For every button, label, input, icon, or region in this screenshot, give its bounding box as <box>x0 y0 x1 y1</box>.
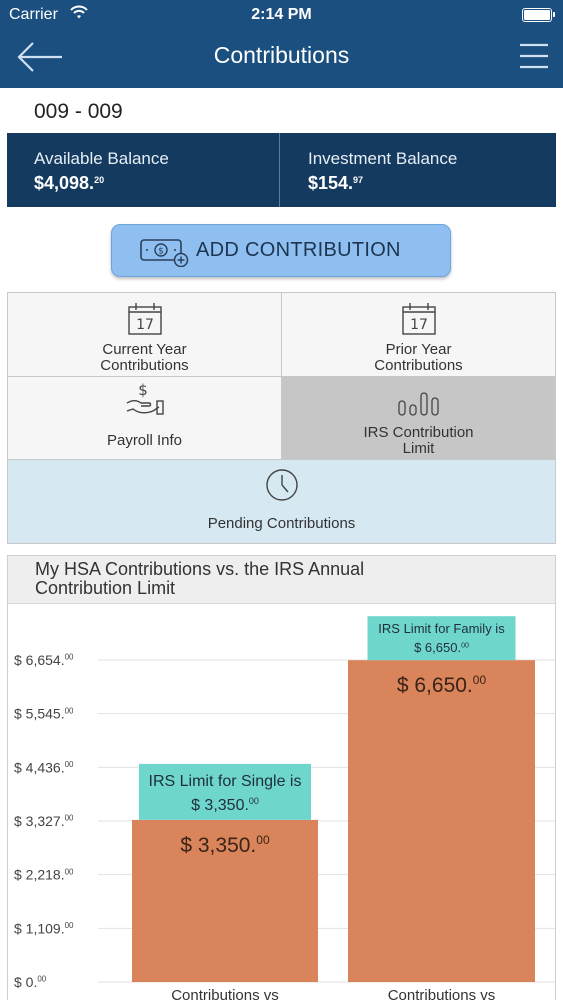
limit-label-box <box>367 616 516 661</box>
svg-text:17: 17 <box>410 317 428 333</box>
back-arrow-icon <box>17 42 62 72</box>
y-tick-label: $ 1,109.00 <box>14 920 74 936</box>
bar <box>132 819 318 982</box>
calendar-icon: 17 <box>401 303 436 335</box>
svg-text:$: $ <box>158 247 164 257</box>
tile-current-year-contributions[interactable]: 17 Current Year Contributions <box>8 293 282 377</box>
investment-balance-label: Investment Balance <box>308 149 458 168</box>
account-number: 009 - 009 <box>34 100 123 123</box>
limit-label-amount: $ 3,350.00 <box>191 796 259 814</box>
calendar-icon: 17 <box>127 303 162 335</box>
y-tick-label: $ 6,654.00 <box>14 652 74 668</box>
battery-icon <box>522 8 555 22</box>
limit-label-text: IRS Limit for Single is <box>149 773 302 790</box>
y-tick-label: $ 0.00 <box>14 974 47 990</box>
money-hand-icon: $ <box>126 381 164 415</box>
clock-time: 2:14 PM <box>251 6 312 23</box>
balance-summary: Available Balance $4,098.20 Investment B… <box>7 133 556 207</box>
svg-text:$: $ <box>138 381 148 399</box>
tile-label: IRS Contribution Limit <box>363 424 474 457</box>
bar <box>348 660 535 982</box>
carrier-label: Carrier <box>9 6 58 23</box>
bar-chart-icon <box>397 392 439 416</box>
money-plus-icon: $ <box>140 239 189 267</box>
chart-header: My HSA Contributions vs. the IRS Annual C… <box>8 556 555 604</box>
limit-label-box <box>139 763 311 820</box>
svg-text:17: 17 <box>136 317 154 333</box>
bar-value-label: $ 3,350.00 <box>180 833 270 857</box>
tile-label: Prior Year Contributions <box>374 341 463 374</box>
y-tick-label: $ 3,327.00 <box>14 813 74 829</box>
limit-label-amount: $ 6,650.00 <box>414 640 469 655</box>
tile-pending-contributions[interactable]: Pending Contributions <box>8 460 555 543</box>
chart-plot: $ 0.00 $ 1,109.00 $ 2,218.00 $ 3,327.00 $ 4,… <box>14 616 555 1000</box>
clock-icon <box>265 469 298 501</box>
status-bar: Carrier 2:14 PM <box>0 0 563 30</box>
page-title: Contributions <box>213 42 350 68</box>
contribution-menu-grid: 17 Current Year Contributions 17 Prior Ye… <box>7 292 556 544</box>
tile-label: Payroll Info <box>106 432 183 449</box>
wifi-icon <box>70 5 88 19</box>
chart-title: My HSA Contributions vs. the IRS Annual C… <box>35 559 365 598</box>
add-contribution-button[interactable]: $ ADD CONTRIBUTION <box>111 224 451 277</box>
y-tick-label: $ 2,218.00 <box>14 867 74 883</box>
y-tick-label: $ 4,436.00 <box>14 759 74 775</box>
limit-label-text: IRS Limit for Family is <box>378 621 505 636</box>
hamburger-menu-icon <box>520 43 548 69</box>
tile-prior-year-contributions[interactable]: 17 Prior Year Contributions <box>282 293 555 377</box>
investment-balance: Investment Balance $154.97 <box>281 133 556 207</box>
available-balance: Available Balance $4,098.20 <box>7 133 280 207</box>
tile-label: Pending Contributions <box>207 515 356 532</box>
menu-button[interactable] <box>519 43 549 69</box>
add-contribution-label: ADD CONTRIBUTION <box>196 239 401 261</box>
y-tick-label: $ 5,545.00 <box>14 706 74 722</box>
investment-balance-amount: $154.97 <box>308 173 364 193</box>
contribution-limit-chart: My HSA Contributions vs. the IRS Annual C… <box>7 555 556 1000</box>
tile-label: Current Year Contributions <box>100 341 189 374</box>
available-balance-label: Available Balance <box>34 149 169 168</box>
back-button[interactable] <box>16 40 64 74</box>
tile-irs-contribution-limit[interactable]: IRS Contribution Limit <box>282 377 555 460</box>
navigation-bar: Carrier 2:14 PM Contributions <box>0 0 563 88</box>
tile-payroll-info[interactable]: $ Payroll Info <box>8 377 282 460</box>
bar-value-label: $ 6,650.00 <box>397 673 487 697</box>
available-balance-amount: $4,098.20 <box>34 173 105 193</box>
x-category-label: Contributions vs <box>388 987 496 1000</box>
x-category-label: Contributions vs <box>171 987 279 1000</box>
